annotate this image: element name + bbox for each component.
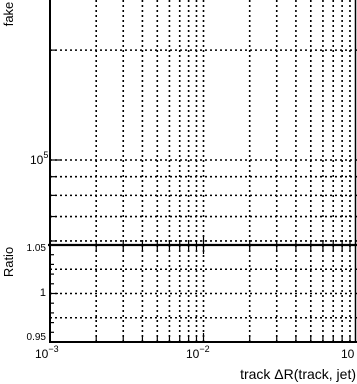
ratio-y-tick-label: 0.95 — [27, 332, 47, 343]
ratio-panel-grid — [50, 245, 357, 342]
ratio-y-tick-label: 1 — [40, 287, 46, 299]
main-panel-grid — [50, 0, 357, 245]
main-y-axis-title: fake — [1, 2, 16, 27]
x-tick-label: 10−2 — [186, 344, 210, 361]
x-axis-title: track ΔR(track, jet) — [240, 366, 356, 382]
x-tick-label: 10 — [341, 347, 355, 361]
x-tick-label: 10−3 — [35, 344, 59, 361]
ratio-y-axis-title: Ratio — [1, 247, 16, 277]
main-y-tick-label: 105 — [30, 150, 48, 167]
main-panel-frame — [49, 0, 357, 245]
ratio-y-tick-label: 1.05 — [27, 243, 47, 254]
